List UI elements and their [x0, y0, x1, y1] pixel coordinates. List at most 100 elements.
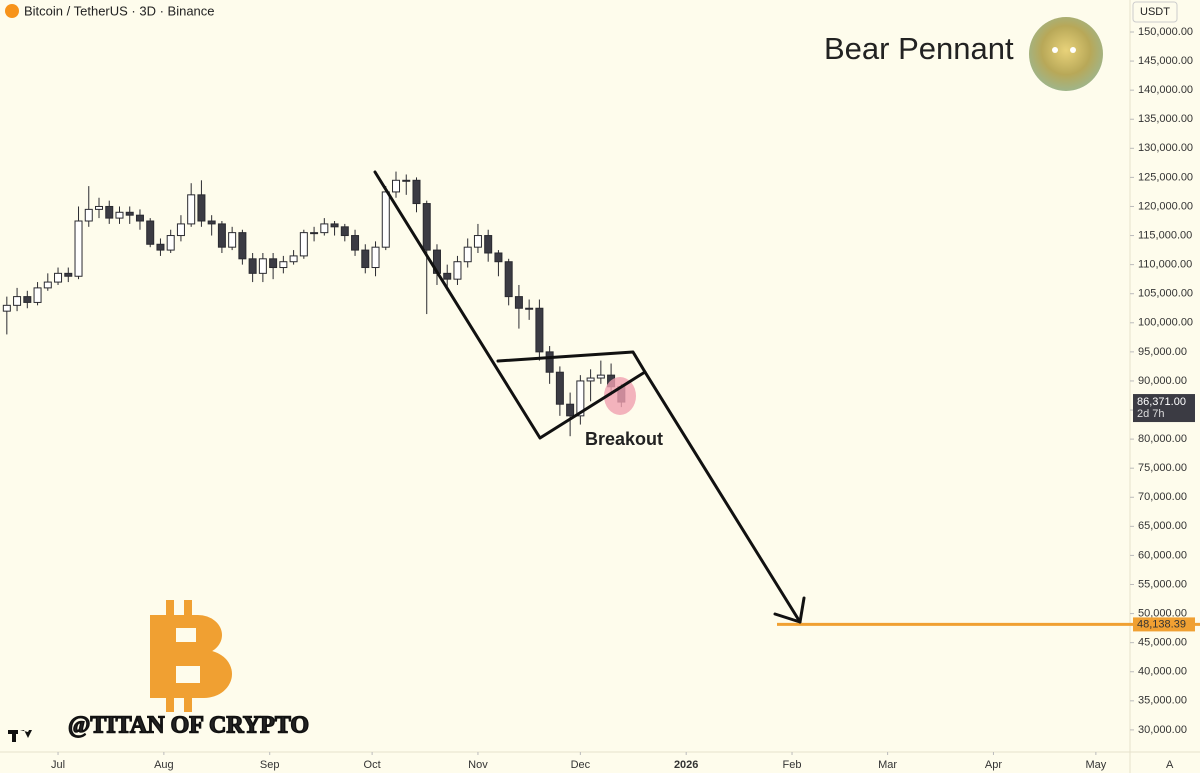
target-tag-label: 48,138.39: [1137, 618, 1186, 630]
candle-body: [330, 223, 339, 228]
candle-body: [596, 374, 605, 379]
y-tick-label: 70,000.00: [1138, 491, 1187, 503]
x-tick-label: Nov: [468, 759, 488, 771]
candle-body: [187, 194, 196, 225]
projection-arrow: [643, 370, 802, 624]
countdown-label: 2d 7h: [1137, 408, 1165, 420]
avatar-eye: [1070, 47, 1076, 53]
x-tick-label: Sep: [260, 759, 280, 771]
candle-body: [115, 211, 124, 219]
candle-body: [125, 211, 134, 216]
candle-body: [484, 235, 493, 254]
candle-body: [13, 296, 22, 306]
candle-body: [504, 261, 513, 298]
candle-body: [443, 272, 452, 280]
y-tick-label: 50,000.00: [1138, 607, 1187, 619]
pattern-title: Bear Pennant: [824, 31, 1014, 66]
y-tick-label: 125,000.00: [1138, 171, 1193, 183]
candle-body: [135, 214, 144, 222]
x-tick-label: Oct: [364, 759, 381, 771]
candle-body: [74, 220, 83, 277]
candle-body: [289, 255, 298, 263]
candle-body: [279, 261, 288, 269]
candle-body: [514, 296, 523, 309]
y-tick-label: 65,000.00: [1138, 520, 1187, 532]
candle-body: [228, 232, 237, 248]
breakout-highlight: [604, 377, 636, 415]
candle-body: [33, 287, 42, 303]
pennant-drawing: [373, 170, 806, 624]
candle-body: [248, 258, 257, 274]
candle-body: [84, 208, 93, 222]
candle-body: [586, 377, 595, 382]
candle-body: [299, 232, 308, 257]
auto-scale-button[interactable]: A: [1166, 759, 1174, 771]
candle-body: [197, 194, 206, 222]
candle-body: [320, 223, 329, 234]
x-tick-label: Feb: [783, 759, 802, 771]
candle-body: [371, 246, 380, 269]
currency-label[interactable]: USDT: [1140, 6, 1170, 18]
x-tick-label: Apr: [985, 759, 1002, 771]
candle-body: [95, 205, 104, 210]
y-tick-label: 130,000.00: [1138, 142, 1193, 154]
x-tick-label: Jul: [51, 759, 65, 771]
y-tick-label: 95,000.00: [1138, 346, 1187, 358]
x-tick-label: Dec: [571, 759, 591, 771]
candle-body: [402, 179, 411, 182]
candle-body: [453, 261, 462, 280]
candle-body: [2, 304, 11, 312]
arrow-head: [773, 596, 806, 624]
y-tick-label: 100,000.00: [1138, 317, 1193, 329]
candle-body: [525, 307, 534, 310]
candle-body: [146, 220, 155, 245]
y-tick-label: 35,000.00: [1138, 695, 1187, 707]
y-tick-label: 150,000.00: [1138, 26, 1193, 38]
candle-body: [105, 205, 114, 219]
x-tick-label: May: [1085, 759, 1106, 771]
y-tick-label: 45,000.00: [1138, 637, 1187, 649]
x-tick-label: Mar: [878, 759, 897, 771]
candle-body: [351, 235, 360, 251]
candle-body: [494, 252, 503, 263]
y-tick-label: 145,000.00: [1138, 55, 1193, 67]
candle-body: [576, 380, 585, 417]
candle-body: [473, 235, 482, 248]
y-tick-label: 60,000.00: [1138, 549, 1187, 561]
target-tag: [1133, 617, 1195, 632]
axes: 30,000.00 35,000.00 40,000.00 45,000.00 50,0…: [51, 26, 1193, 771]
candle-body: [54, 272, 63, 283]
y-tick-label: 55,000.00: [1138, 578, 1187, 590]
plot: [2, 171, 1200, 626]
candle-body: [545, 351, 554, 373]
candle-body: [340, 226, 349, 237]
y-tick-label: 30,000.00: [1138, 724, 1187, 736]
candle-body: [207, 220, 216, 225]
avatar: [1029, 17, 1103, 91]
breakout-label: Breakout: [585, 429, 663, 449]
candle-body: [392, 179, 401, 193]
candle-body: [361, 249, 370, 269]
tradingview-logo: [8, 730, 32, 742]
avatar-eye: [1052, 47, 1058, 53]
candle-body: [238, 232, 247, 260]
bitcoin-logo: [150, 600, 232, 712]
bitcoin-icon: [5, 4, 19, 18]
y-tick-label: 110,000.00: [1138, 259, 1192, 271]
candle-body: [555, 371, 564, 405]
candle-body: [64, 272, 73, 277]
candle-body: [269, 258, 278, 269]
currency-box[interactable]: [1132, 1, 1178, 23]
candle-body: [217, 223, 226, 248]
x-tick-label: 2026: [674, 759, 698, 771]
y-tick-label: 75,000.00: [1138, 462, 1187, 474]
y-tick-label: 120,000.00: [1138, 200, 1193, 212]
candle-body: [156, 243, 165, 251]
y-tick-label: 90,000.00: [1138, 375, 1187, 387]
y-tick-label: 40,000.00: [1138, 666, 1187, 678]
candle-body: [422, 203, 431, 251]
candle-body: [381, 191, 390, 248]
candle-body: [43, 281, 52, 289]
candle-body: [566, 403, 575, 417]
